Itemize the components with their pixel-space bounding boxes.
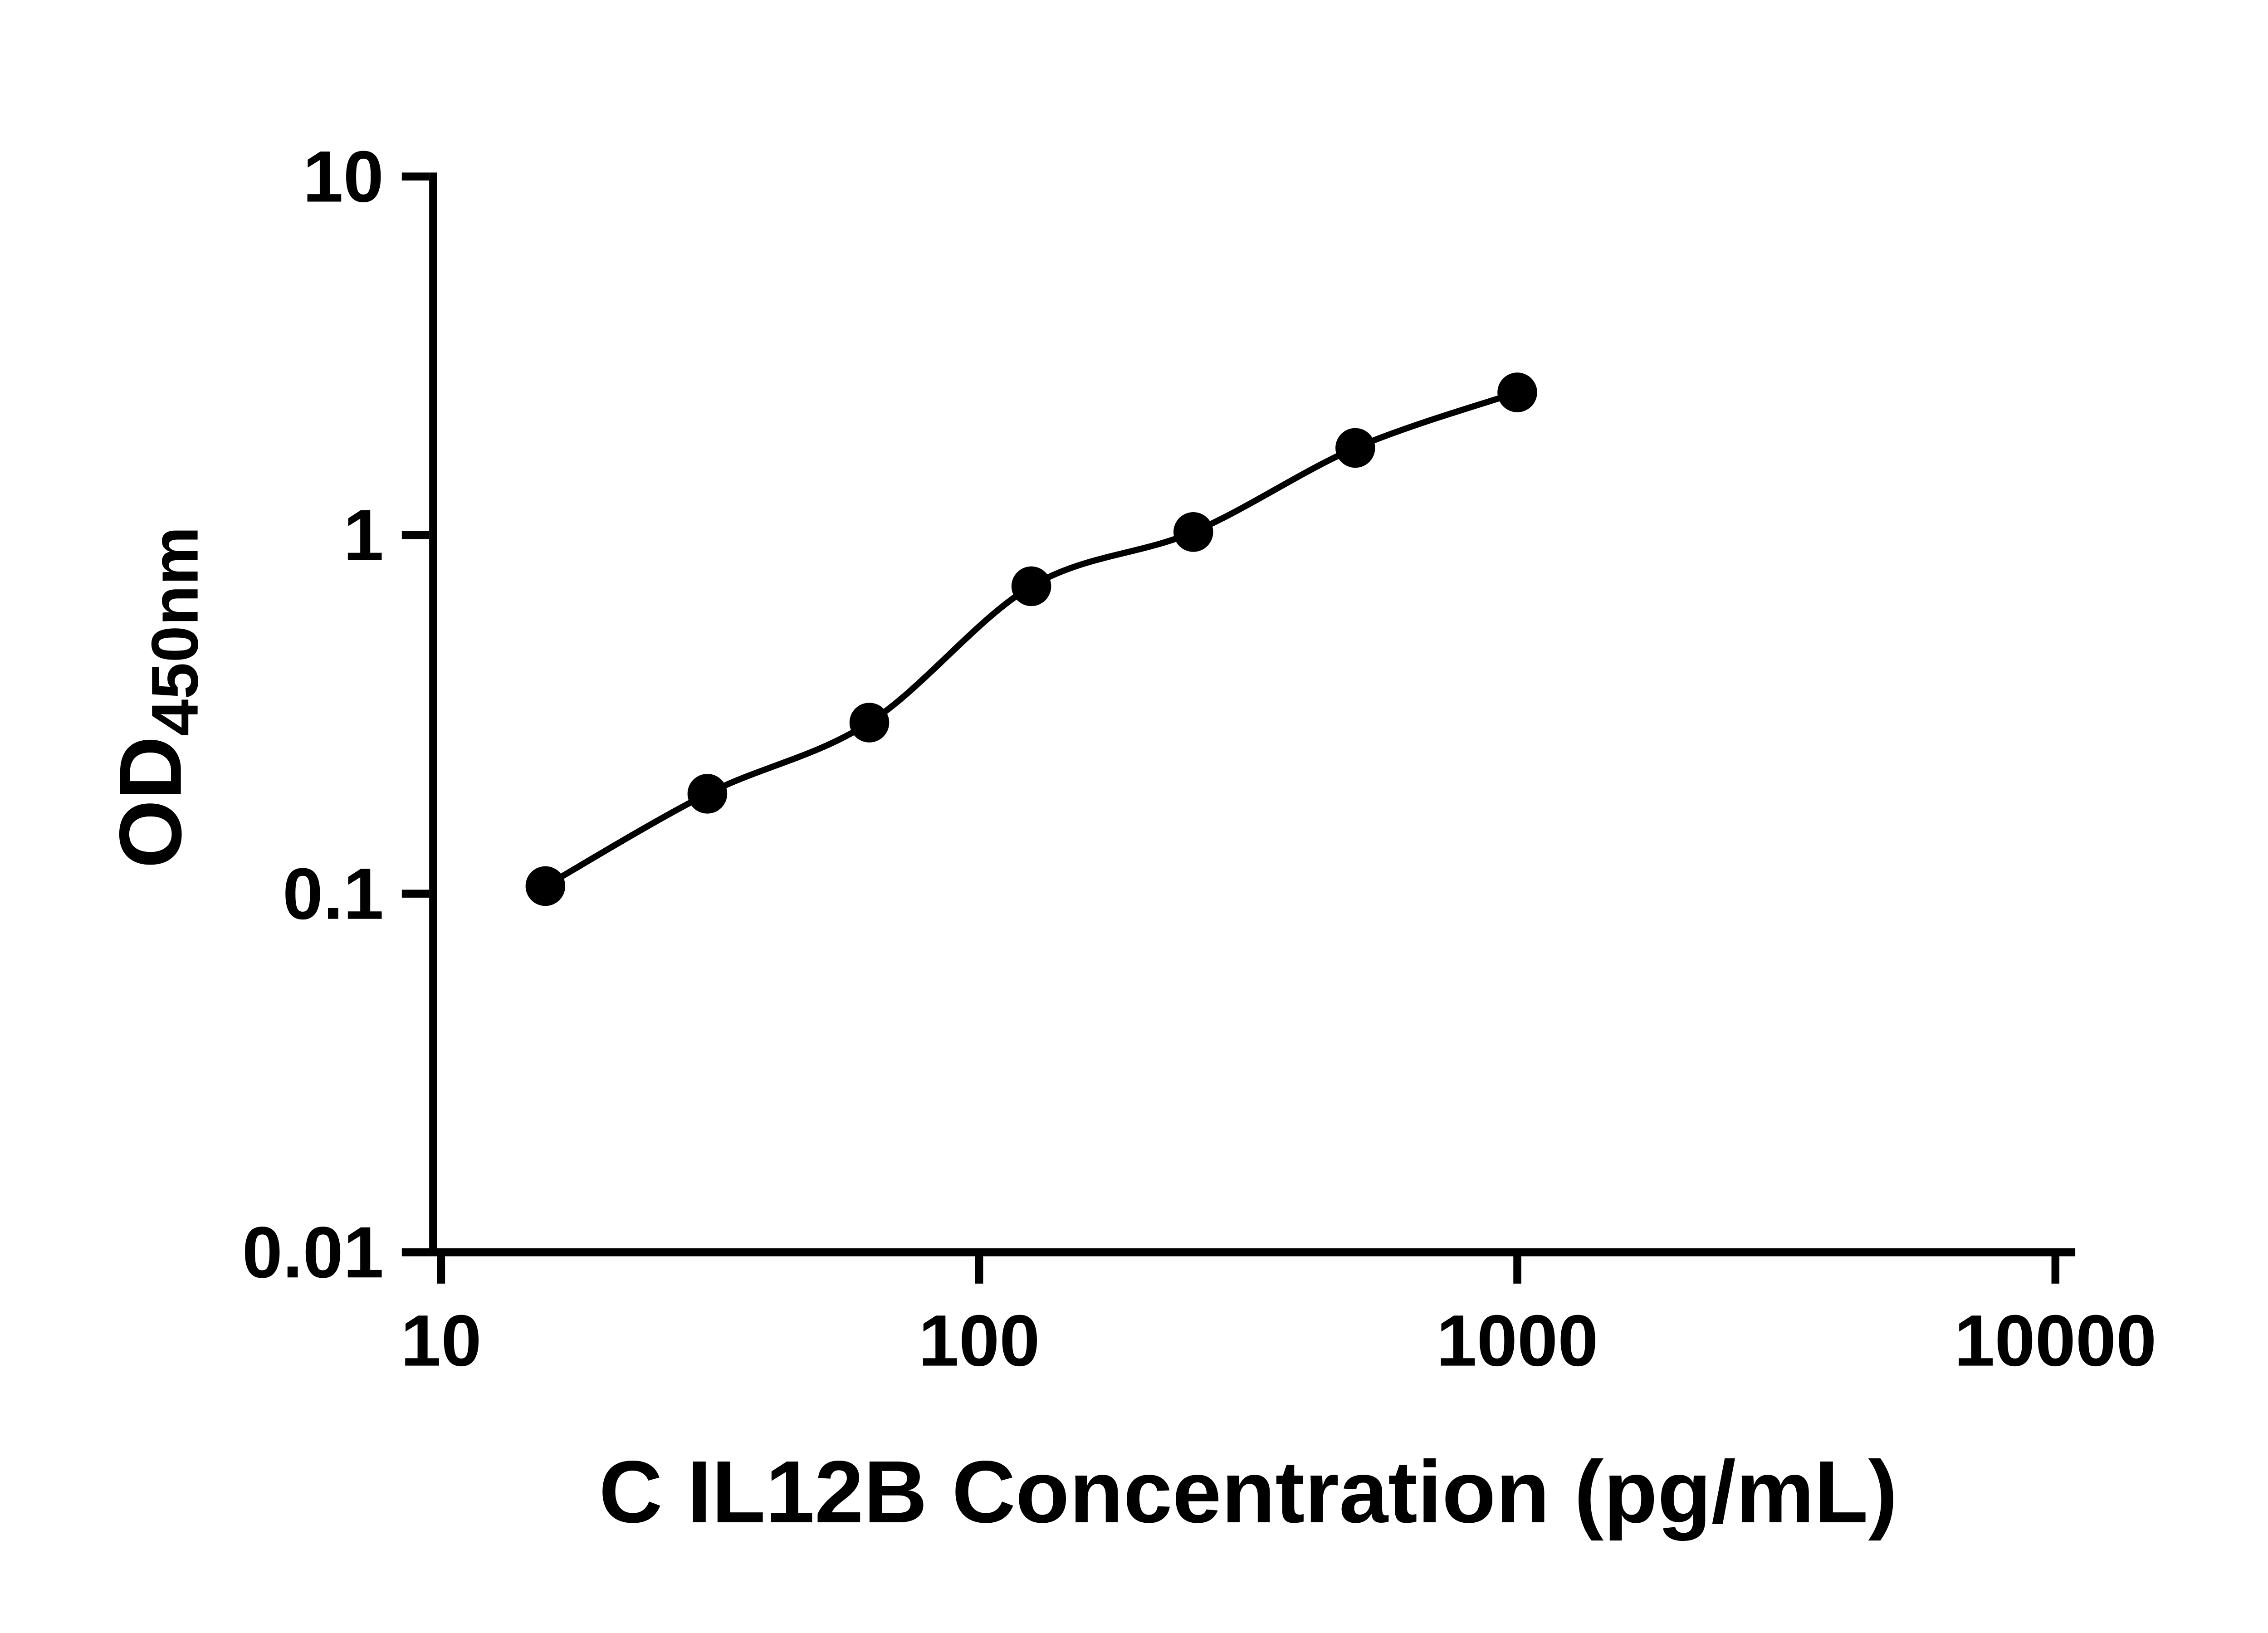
data-point <box>1011 566 1051 606</box>
y-axis-tick-label: 0.01 <box>242 1212 384 1293</box>
axes <box>429 172 2076 1257</box>
tick-labels: 10 100 1000 10000 0.01 0.1 1 10 <box>242 136 2157 1381</box>
y-axis-tick-label: 1 <box>343 494 384 576</box>
x-axis-tick-label: 10000 <box>1954 1300 2156 1381</box>
x-axis-tick-label: 1000 <box>1437 1300 1598 1381</box>
data-point <box>525 866 566 906</box>
data-point <box>1335 428 1375 468</box>
data-points <box>525 372 1537 906</box>
data-point <box>687 774 728 814</box>
data-point <box>1497 372 1537 412</box>
x-axis-tick-label: 10 <box>401 1300 481 1381</box>
axis-ticks <box>401 172 2060 1284</box>
y-axis-title-subscript: 450nm <box>138 527 212 736</box>
y-axis-title: OD450nm <box>102 527 212 869</box>
data-point <box>1173 512 1213 552</box>
fit-curve <box>543 389 1519 889</box>
y-axis-tick-label: 0.1 <box>283 853 384 934</box>
y-axis-title-main: OD <box>102 736 200 869</box>
x-axis-title: C IL12B Concentration (pg/mL) <box>599 1443 1897 1541</box>
y-axis-tick-label: 10 <box>303 136 384 217</box>
x-axis-tick-label: 100 <box>919 1300 1040 1381</box>
data-point <box>849 703 890 743</box>
